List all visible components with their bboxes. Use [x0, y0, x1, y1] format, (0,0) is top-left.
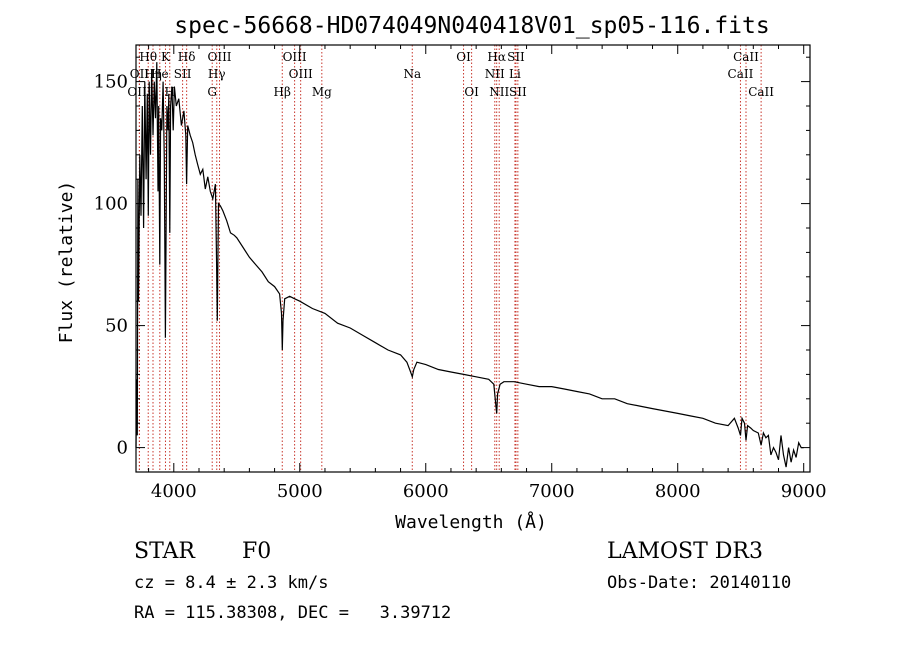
- line-label-Hγ: Hγ: [208, 67, 226, 81]
- y-tick-label: 0: [117, 438, 128, 459]
- line-label-OI: OI: [464, 85, 479, 99]
- flux-series-line: [135, 62, 804, 468]
- line-label-CaII: CaII: [728, 67, 754, 81]
- x-tick-label: 8000: [655, 481, 701, 502]
- axis-ticks: [136, 45, 810, 473]
- line-label-Hθ: Hθ: [139, 50, 157, 64]
- ra-dec-coordinates: RA = 115.38308, DEC = 3.39712: [134, 603, 452, 623]
- line-label-Hβ: Hβ: [274, 85, 291, 99]
- line-label-CaII: CaII: [733, 50, 759, 64]
- line-label-Hα: Hα: [487, 50, 506, 64]
- line-label-NII: NII: [485, 67, 505, 81]
- survey-name: LAMOST DR3: [607, 539, 763, 564]
- line-label-OIII: OIII: [127, 85, 151, 99]
- line-label-SII: SII: [509, 85, 527, 99]
- y-tick-label: 50: [105, 316, 128, 337]
- line-label-K: K: [161, 50, 171, 64]
- line-label-NII: NII: [489, 85, 509, 99]
- line-label-Mg: Mg: [312, 85, 332, 99]
- line-label-Na: Na: [403, 67, 421, 81]
- line-label-G: G: [207, 85, 217, 99]
- y-axis-label: Flux (relative): [56, 181, 77, 344]
- redshift-cz: cz = 8.4 ± 2.3 km/s: [134, 573, 329, 593]
- line-label-SII: SII: [174, 67, 192, 81]
- line-label-OIII: OIII: [289, 67, 313, 81]
- plot-frame: [135, 44, 811, 473]
- line-label-OIII: OIII: [283, 50, 307, 64]
- line-label-OI: OI: [456, 50, 471, 64]
- emission-line-markers: [138, 45, 762, 472]
- x-tick-label: 5000: [277, 481, 323, 502]
- line-label-He: He: [151, 67, 169, 81]
- line-label-SII: SII: [507, 50, 525, 64]
- line-label-Hδ: Hδ: [178, 50, 196, 64]
- x-tick-label: 4000: [151, 481, 197, 502]
- x-axis-label: Wavelength (Å): [395, 511, 547, 533]
- object-subclass: F0: [242, 539, 272, 564]
- line-label-CaII: CaII: [748, 85, 774, 99]
- y-tick-label: 100: [94, 194, 128, 215]
- line-label-OIII: OIII: [207, 50, 231, 64]
- axis-tick-labels: 4000 5000 6000 7000 8000 9000 0 50 100 150: [94, 72, 827, 502]
- line-label-H: H: [165, 85, 175, 99]
- chart-title: spec-56668-HD074049N040418V01_sp05-116.f…: [174, 13, 769, 39]
- line-label-Li: Li: [509, 67, 521, 81]
- line-label-OII: OII: [130, 67, 150, 81]
- x-tick-label: 6000: [403, 481, 449, 502]
- observation-date: Obs-Date: 20140110: [607, 573, 792, 593]
- x-tick-label: 7000: [529, 481, 575, 502]
- object-class: STAR: [134, 539, 195, 564]
- y-tick-label: 150: [94, 72, 128, 93]
- x-tick-label: 9000: [781, 481, 827, 502]
